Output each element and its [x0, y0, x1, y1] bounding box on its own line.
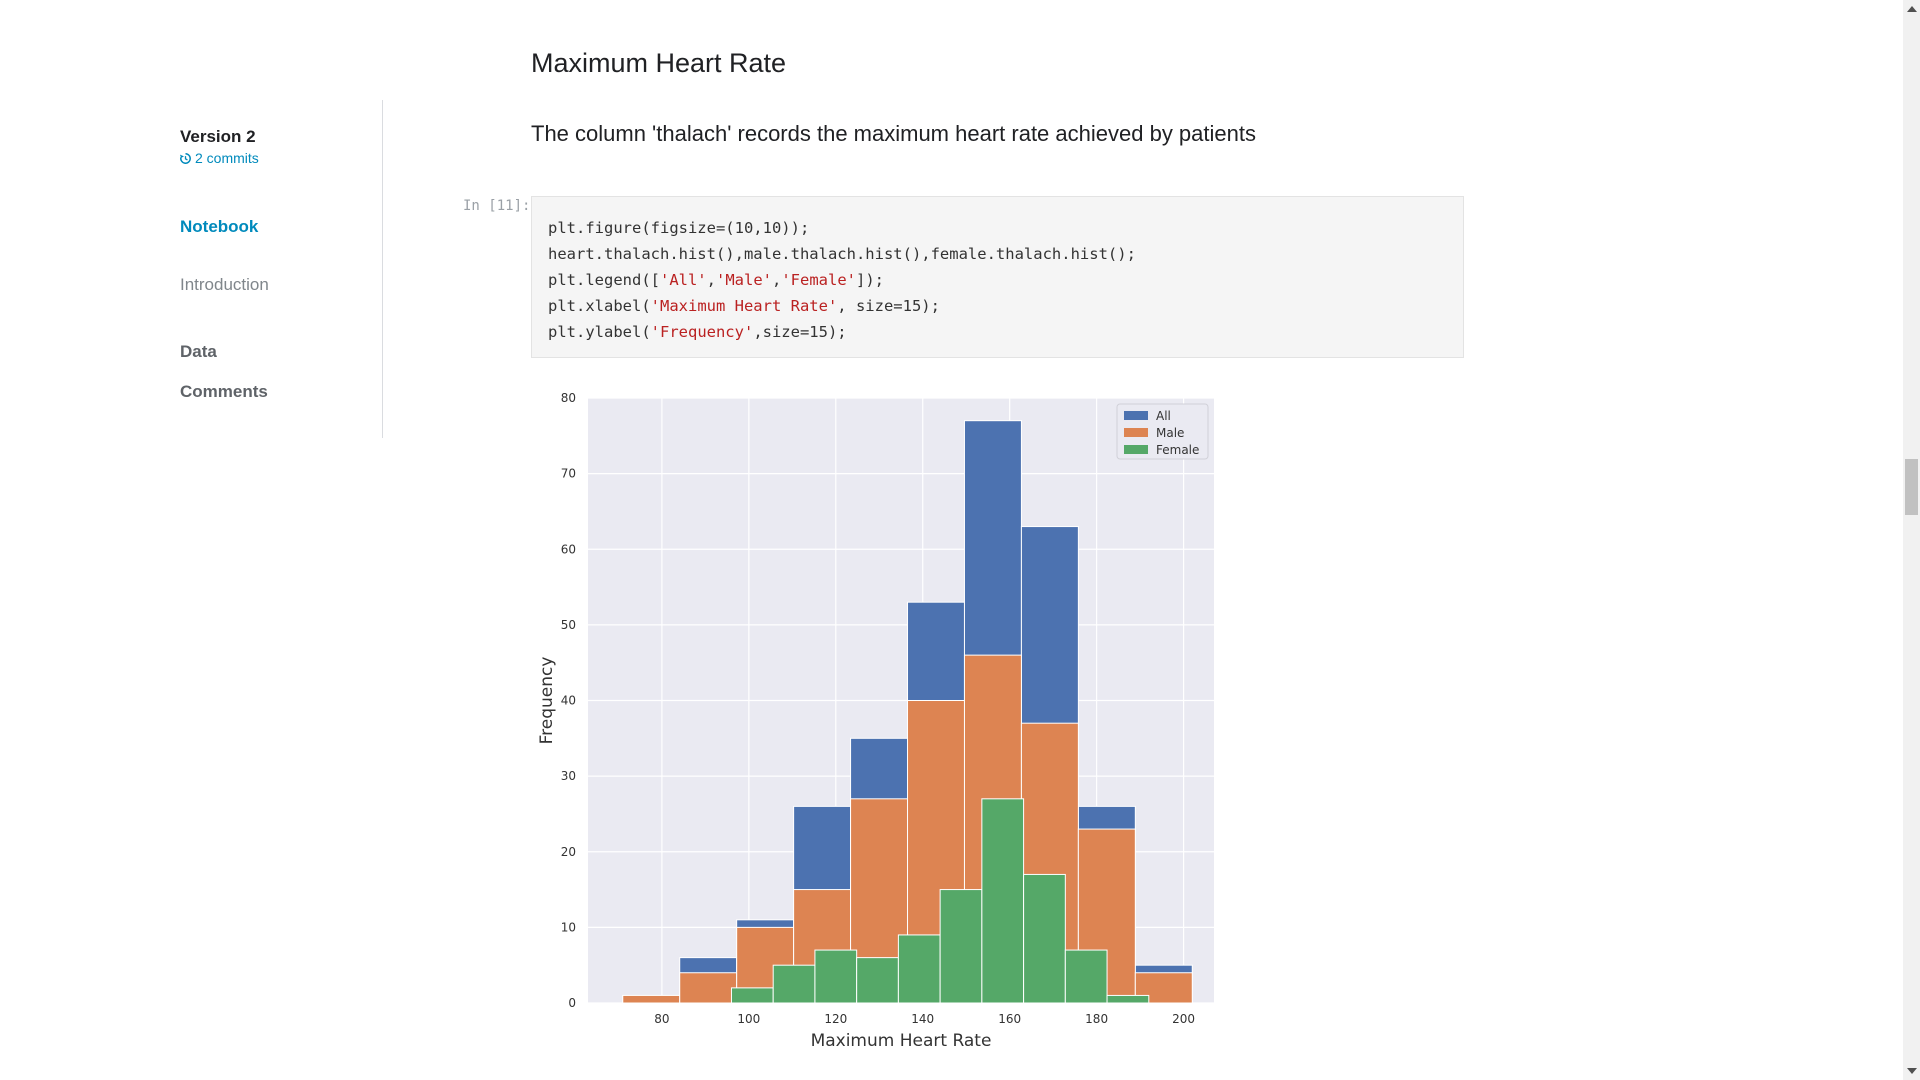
y-tick-label: 0	[568, 996, 576, 1010]
code-token: plt.xlabel(	[548, 297, 651, 315]
y-tick-label: 80	[561, 391, 576, 405]
code-string: 'All'	[659, 271, 707, 289]
histogram-bar-female	[981, 798, 1025, 1004]
x-tick-label: 200	[1172, 1012, 1195, 1026]
histogram-bar-female	[772, 964, 816, 1004]
nav-item-comments[interactable]: Comments	[180, 382, 268, 401]
histogram-bar-female	[856, 957, 899, 1004]
code-string: 'Female'	[781, 271, 856, 289]
code-line: plt.figure(figsize=(10,10));	[548, 219, 810, 237]
sidebar: Version 2 2 commits Notebook Introductio…	[0, 0, 390, 1080]
y-tick-label: 30	[561, 769, 576, 783]
version-title: Version 2	[180, 127, 256, 146]
y-axis-label: Frequency	[537, 657, 557, 745]
x-tick-label: 140	[911, 1012, 934, 1026]
y-tick-label: 60	[561, 542, 576, 556]
y-tick-label: 40	[561, 694, 576, 708]
code-token: ,	[772, 271, 782, 289]
histogram-bar-female	[730, 987, 774, 1004]
legend-label: Female	[1156, 443, 1199, 457]
code-line: plt.ylabel('Frequency',size=15);	[548, 319, 1447, 345]
cell-prompt: In [11]:	[463, 198, 531, 214]
code-cell[interactable]: plt.figure(figsize=(10,10)); heart.thala…	[531, 196, 1464, 358]
scroll-up-arrow-icon[interactable]	[1907, 6, 1917, 12]
legend-label: All	[1156, 409, 1171, 423]
x-axis-label: Maximum Heart Rate	[811, 1031, 992, 1051]
sidebar-divider	[382, 100, 383, 438]
x-tick-label: 160	[998, 1012, 1021, 1026]
code-string: 'Maximum Heart Rate'	[650, 297, 838, 315]
scrollbar-thumb[interactable]	[1905, 459, 1918, 515]
code-token: plt.legend([	[548, 271, 660, 289]
code-line: plt.legend(['All','Male','Female']);	[548, 267, 1447, 293]
code-string: 'Male'	[716, 271, 772, 289]
scroll-down-arrow-icon[interactable]	[1907, 1068, 1917, 1074]
commits-link[interactable]: 2 commits	[179, 150, 259, 166]
legend-label: Male	[1156, 426, 1184, 440]
histogram-bar-female	[897, 934, 941, 1004]
nav-item-data[interactable]: Data	[180, 342, 217, 361]
histogram-bar-female	[1064, 949, 1108, 1004]
nav-item-notebook[interactable]: Notebook	[180, 217, 259, 236]
x-tick-label: 120	[824, 1012, 847, 1026]
code-token: , size=15);	[837, 297, 940, 315]
histogram-bar-female	[1106, 994, 1150, 1004]
histogram-bar-female	[814, 949, 858, 1004]
legend-swatch	[1124, 445, 1148, 454]
histogram-bar-female	[939, 889, 983, 1004]
legend-swatch	[1124, 428, 1148, 437]
code-string: 'Frequency'	[650, 323, 754, 341]
histogram-bar-female	[1023, 873, 1066, 1004]
code-line: plt.xlabel('Maximum Heart Rate', size=15…	[548, 293, 1447, 319]
legend-swatch	[1124, 411, 1148, 420]
y-tick-label: 10	[561, 920, 576, 934]
history-icon	[179, 152, 191, 164]
code-token: plt.ylabel(	[548, 323, 651, 341]
markdown-description: The column 'thalach' records the maximum…	[531, 121, 1256, 146]
histogram-output: 80 100 120 140 160 180 200 0 10 20 30 40 50 60 70 80 Max…	[530, 390, 1230, 1060]
y-tick-label: 20	[561, 845, 576, 859]
code-token: ,	[706, 271, 716, 289]
x-tick-label: 100	[737, 1012, 760, 1026]
x-tick-label: 80	[654, 1012, 669, 1026]
x-tick-label: 180	[1085, 1012, 1108, 1026]
y-tick-label: 70	[561, 467, 576, 481]
y-tick-label: 50	[561, 618, 576, 632]
code-token: ,size=15);	[753, 323, 847, 341]
histogram-bar-male	[679, 972, 738, 1004]
vertical-scrollbar[interactable]	[1903, 0, 1920, 1080]
code-line: heart.thalach.hist(),male.thalach.hist()…	[548, 245, 1136, 263]
histogram-bar-male	[622, 994, 681, 1004]
commits-label: 2 commits	[195, 150, 259, 166]
code-token: ]);	[856, 271, 884, 289]
section-heading: Maximum Heart Rate	[531, 48, 787, 78]
histogram-chart: 80 100 120 140 160 180 200 0 10 20 30 40 50 60 70 80 Max…	[537, 391, 1214, 1051]
nav-item-introduction[interactable]: Introduction	[180, 275, 269, 294]
